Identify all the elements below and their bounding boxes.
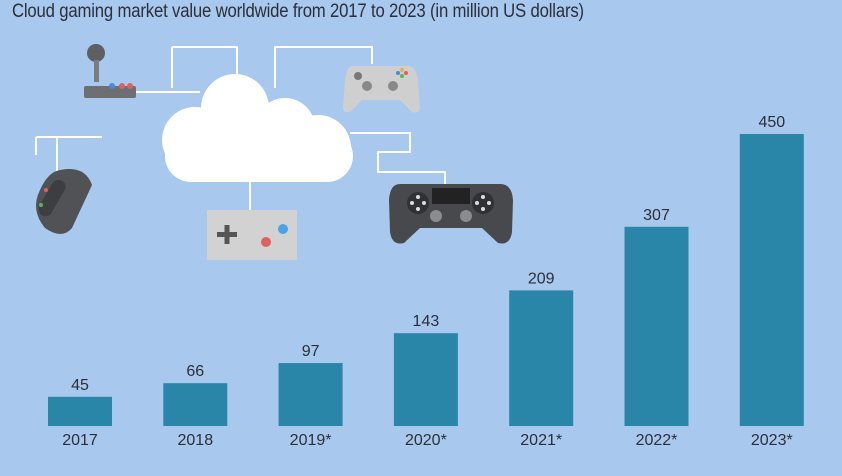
data-label: 97 [302,343,320,360]
data-label: 143 [413,313,440,330]
x-tick-label: 2020* [405,432,447,449]
x-tick-label: 2019* [290,432,332,449]
data-label: 45 [71,377,89,394]
x-tick-label: 2021* [520,432,562,449]
cloud-icon [162,74,353,182]
bar-2018 [163,383,228,426]
bar-2017 [48,396,112,426]
data-label: 307 [643,207,670,224]
data-label: 209 [528,270,555,287]
joystick-icon [84,44,136,98]
x-tick-labels: 2017 2018 2019* 2020* 2021* 2022* 2023* [62,432,793,449]
x-tick-label: 2022* [636,432,678,449]
playstation-controller-icon [389,184,513,244]
retro-gamepad-icon [207,210,297,260]
xbox-controller-icon [342,66,420,113]
data-label: 66 [186,363,204,380]
bar-2020 [393,333,458,426]
bar-2022 [624,226,689,426]
data-label: 450 [758,114,785,131]
x-tick-label: 2017 [62,432,98,449]
chart-title: Cloud gaming market value worldwide from… [12,1,584,22]
bar-2019 [278,363,343,426]
x-tick-label: 2023* [751,432,793,449]
x-tick-label: 2018 [178,432,214,449]
illustration [35,44,513,260]
gaming-mouse-icon [36,169,92,234]
bar-2021 [509,290,574,426]
bar-2023 [739,134,804,426]
data-labels: 45 66 97 143 209 307 450 [71,114,785,394]
bars [48,134,804,426]
